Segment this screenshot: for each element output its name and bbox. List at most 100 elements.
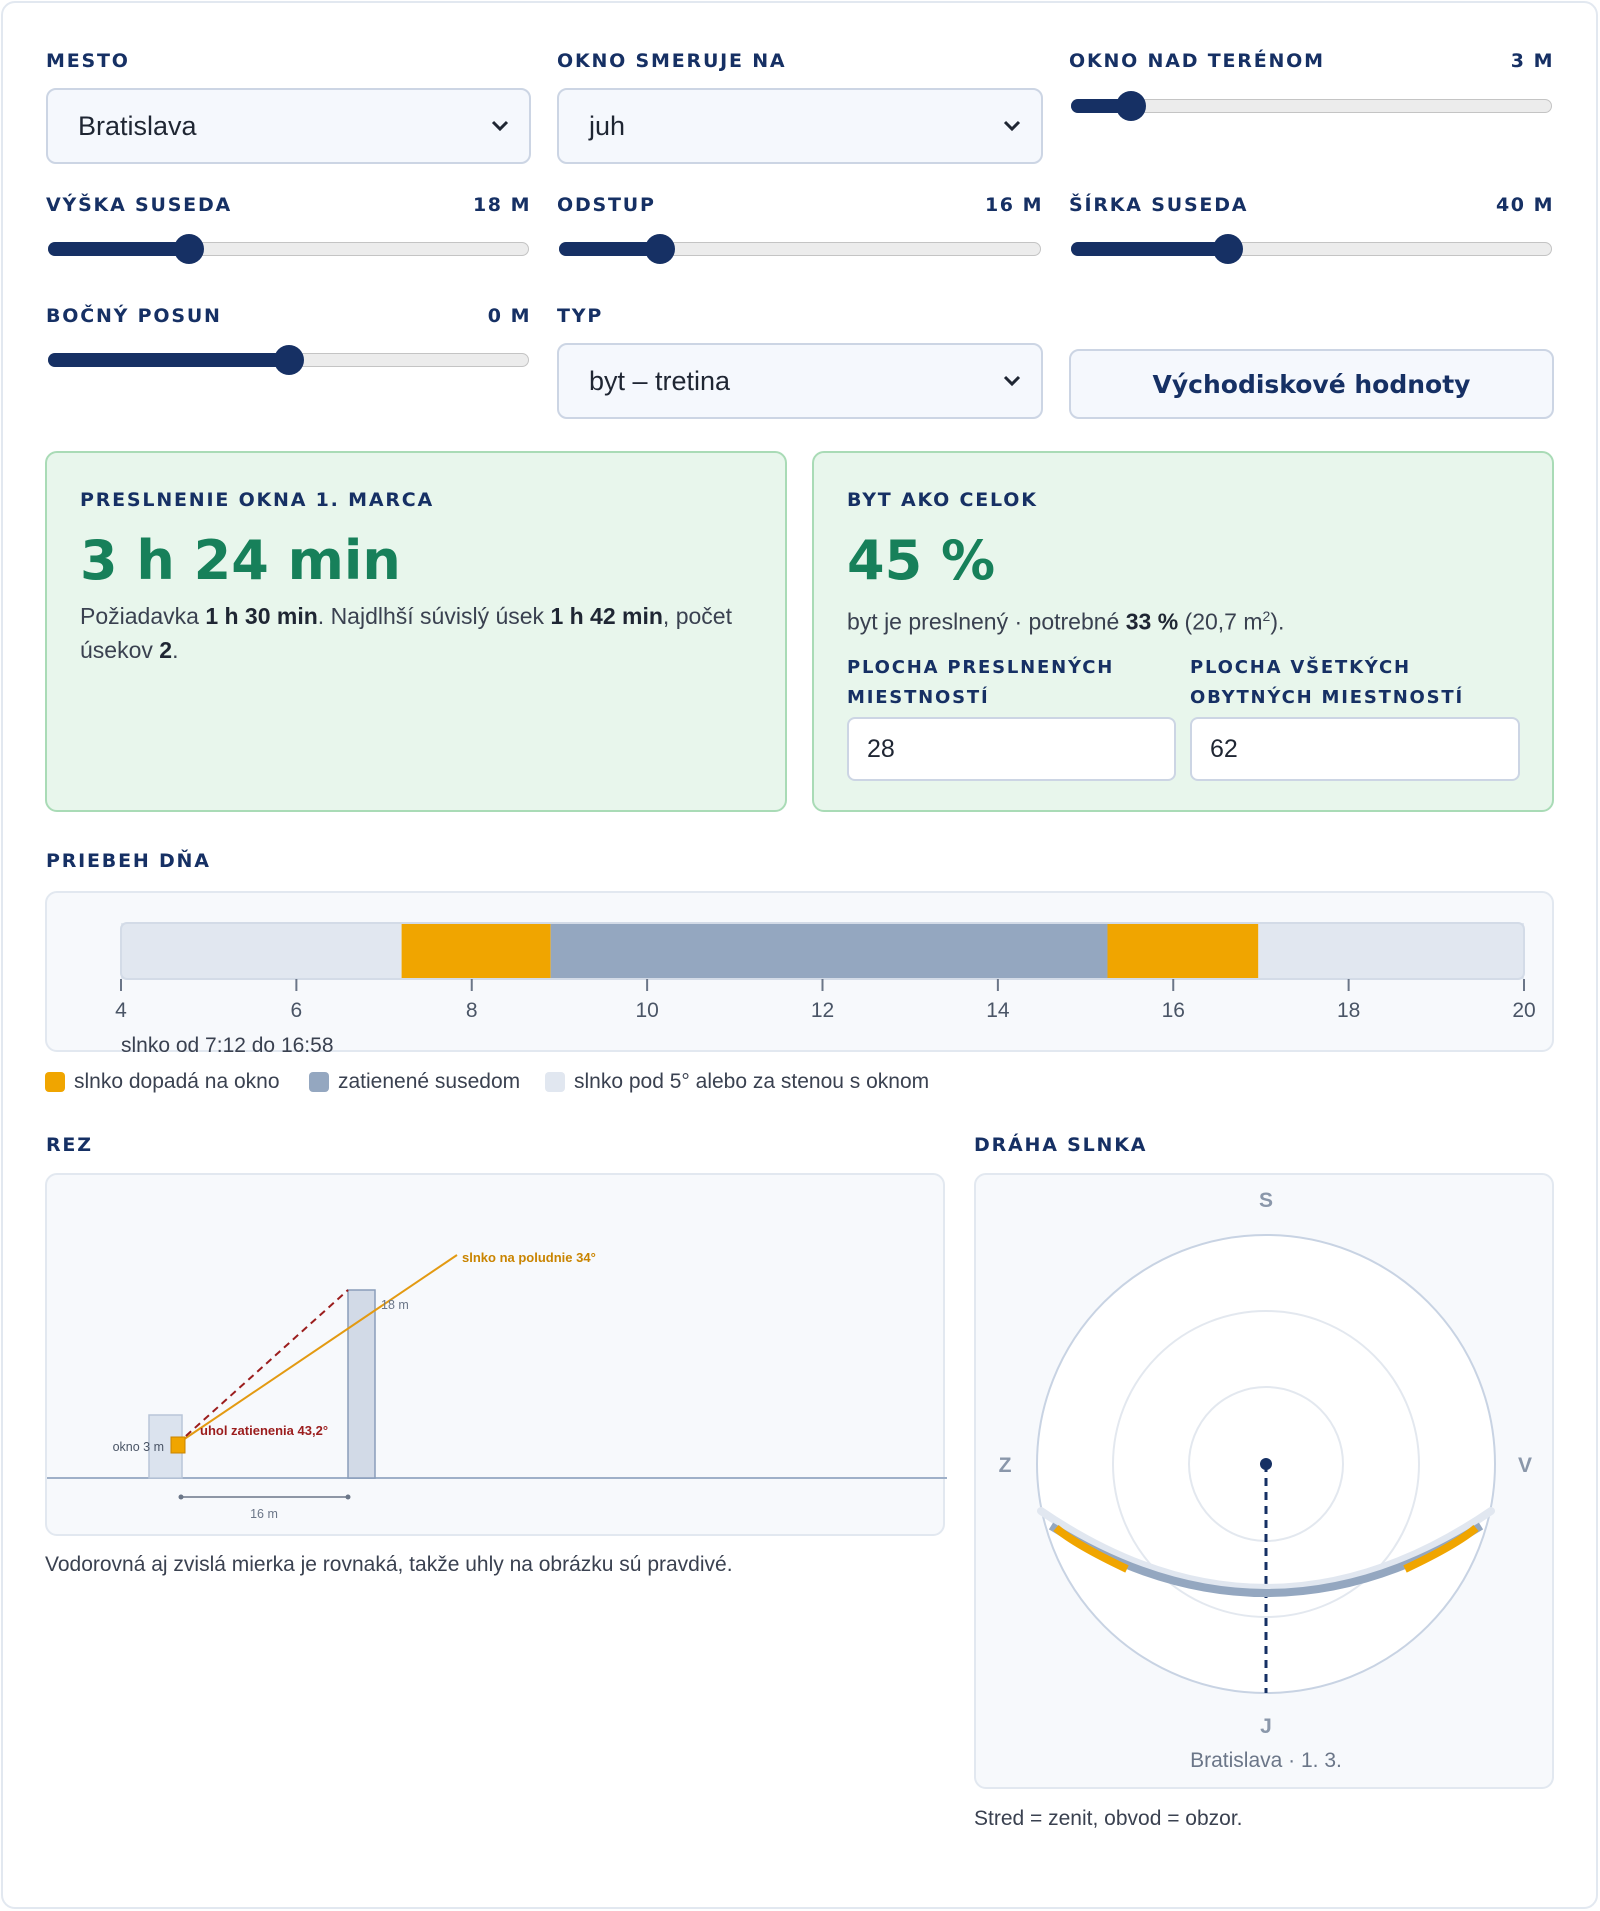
city-select[interactable]: Bratislava [46, 88, 531, 164]
chevron-down-icon [491, 120, 509, 132]
sunpath-panel: S J Z V Bratislava · 1. 3. [974, 1173, 1554, 1789]
lateral-offset-slider[interactable] [48, 344, 529, 375]
flat-sunlight-card: BYT AKO CELOK 45 % byt je preslnený · po… [812, 451, 1554, 812]
city-select-value: Bratislava [78, 110, 197, 141]
window-sunlight-value: 3 h 24 min [80, 529, 401, 592]
total-area-input[interactable]: 62 [1190, 717, 1520, 781]
timeline-tick-label: 16 [1162, 999, 1185, 1022]
neighbor-width-slider[interactable] [1071, 233, 1552, 264]
legend-shaded-swatch [309, 1072, 329, 1092]
orientation-select-value: juh [589, 110, 626, 141]
distance-label: ODSTUP [557, 194, 656, 216]
shading-angle-label: uhol zatienenia 43,2° [200, 1423, 328, 1438]
city-label: MESTO [46, 50, 130, 72]
slider-fill [559, 242, 660, 256]
window-height-value: 3 M [1510, 50, 1554, 72]
section-diagram: okno 3 m 18 m slnko na poludnie 34° uhol… [47, 1250, 947, 1521]
window-card-title: PRESLNENIE OKNA 1. MARCA [80, 489, 435, 511]
reset-defaults-button[interactable]: Východiskové hodnoty [1069, 349, 1554, 419]
sunpath-below-arc [1037, 1507, 1495, 1592]
distance-slider[interactable] [559, 233, 1041, 264]
window-label: okno 3 m [113, 1440, 164, 1454]
legend-below-swatch [545, 1072, 565, 1092]
timeline-segment-below [121, 923, 402, 979]
timeline-tick-label: 4 [115, 999, 127, 1022]
slider-thumb[interactable] [1116, 91, 1147, 121]
slider-fill [48, 242, 190, 256]
sun-angle-label: slnko na poludnie 34° [462, 1250, 596, 1265]
window-height-label: OKNO NAD TERÉNOM [1069, 50, 1325, 72]
window-sunlight-card: PRESLNENIE OKNA 1. MARCA 3 h 24 min Poži… [45, 451, 787, 812]
timeline-segment-sun [1107, 923, 1259, 979]
neighbor-height-value: 18 M [473, 194, 531, 216]
sunpath-afternoon-sun-arc [1403, 1524, 1479, 1573]
dimension-end-right [345, 1494, 351, 1500]
orientation-select[interactable]: juh [557, 88, 1043, 164]
slider-thumb[interactable] [273, 345, 304, 375]
lateral-offset-value: 0 M [487, 305, 531, 327]
dimension-end-left [178, 1494, 184, 1500]
legend-sun: slnko dopadá na okno [45, 1070, 280, 1094]
lateral-offset-label: BOČNÝ POSUN [46, 305, 222, 327]
slider-fill [1071, 242, 1229, 256]
slider-thumb[interactable] [1213, 234, 1244, 264]
timeline-tick-label: 18 [1337, 999, 1360, 1022]
north-label: S [1259, 1189, 1273, 1212]
zenith-dot [1260, 1458, 1272, 1470]
flat-card-description: byt je preslnený · potrebné 33 % (20,7 m… [847, 608, 1285, 635]
type-select-value: byt – tretina [589, 365, 731, 396]
sunpath-morning-sun-arc [1053, 1524, 1129, 1573]
sunlit-area-input[interactable]: 28 [847, 717, 1176, 781]
sunpath-note: Stred = zenit, obvod = obzor. [974, 1807, 1243, 1830]
timeline-tick-label: 6 [291, 999, 303, 1022]
timeline-tick-label: 12 [811, 999, 834, 1022]
slider-thumb[interactable] [174, 234, 205, 264]
section-panel: okno 3 m 18 m slnko na poludnie 34° uhol… [45, 1173, 947, 1536]
sun-interval-caption: slnko od 7:12 do 16:58 [121, 1034, 334, 1054]
type-label: TYP [557, 305, 604, 327]
timeline-tick-label: 20 [1512, 999, 1535, 1022]
sunpath-caption: Bratislava · 1. 3. [1190, 1749, 1342, 1772]
legend-below: slnko pod 5° alebo za stenou s oknom [545, 1070, 929, 1094]
day-timeline-chart: 4 6 8 10 12 14 16 18 20 slnko od 7:12 do 16:58 [115, 922, 1536, 1057]
neighbor-building [347, 1289, 376, 1479]
distance-dimension-label: 16 m [250, 1507, 278, 1521]
legend-sun-swatch [45, 1072, 65, 1092]
day-timeline-panel: 4 6 8 10 12 14 16 18 20 slnko od 7:12 do 16:58 [45, 891, 1554, 1057]
legend-shaded: zatienené susedom [309, 1070, 520, 1094]
sunpath-title: DRÁHA SLNKA [974, 1134, 1148, 1156]
neighbor-width-label: ŠÍRKA SUSEDA [1069, 194, 1249, 216]
south-label: J [1260, 1715, 1272, 1738]
flat-card-title: BYT AKO CELOK [847, 489, 1038, 511]
timeline-tick-label: 10 [635, 999, 658, 1022]
sunlit-area-label: PLOCHA PRESLNENÝCH MIESTNOSTÍ [847, 657, 1115, 708]
neighbor-width-value: 40 M [1496, 194, 1554, 216]
day-title: PRIEBEH DŇA [46, 850, 211, 872]
sun-ray-line [176, 1254, 458, 1445]
timeline-segment-sun [401, 923, 551, 979]
section-note: Vodorovná aj zvislá mierka je rovnaká, t… [45, 1553, 733, 1576]
type-select[interactable]: byt – tretina [557, 343, 1043, 419]
section-title: REZ [46, 1134, 93, 1156]
sunpath-diagram: S J Z V Bratislava · 1. 3. [999, 1189, 1532, 1772]
slider-thumb[interactable] [644, 234, 675, 264]
neighbor-height-label: 18 m [381, 1298, 409, 1312]
slider-fill [1071, 99, 1132, 113]
window-marker [170, 1436, 186, 1454]
distance-value: 16 M [985, 194, 1043, 216]
neighbor-height-label: VÝŠKA SUSEDA [46, 194, 233, 216]
timeline-segment-below [1258, 923, 1524, 979]
west-label: Z [999, 1454, 1012, 1477]
neighbor-height-slider[interactable] [48, 233, 529, 264]
timeline-tick-label: 8 [466, 999, 478, 1022]
window-height-slider[interactable] [1071, 90, 1552, 121]
chevron-down-icon [1003, 375, 1021, 387]
timeline-segment-shaded [550, 923, 1108, 979]
flat-sunlight-value: 45 % [847, 529, 996, 592]
window-card-description: Požiadavka 1 h 30 min. Najdlhší súvislý … [80, 603, 732, 663]
east-label: V [1518, 1454, 1532, 1477]
orientation-label: OKNO SMERUJE NA [557, 50, 787, 72]
altitude-circle-30 [1112, 1310, 1420, 1618]
shading-angle-line [176, 1289, 349, 1445]
chevron-down-icon [1003, 120, 1021, 132]
